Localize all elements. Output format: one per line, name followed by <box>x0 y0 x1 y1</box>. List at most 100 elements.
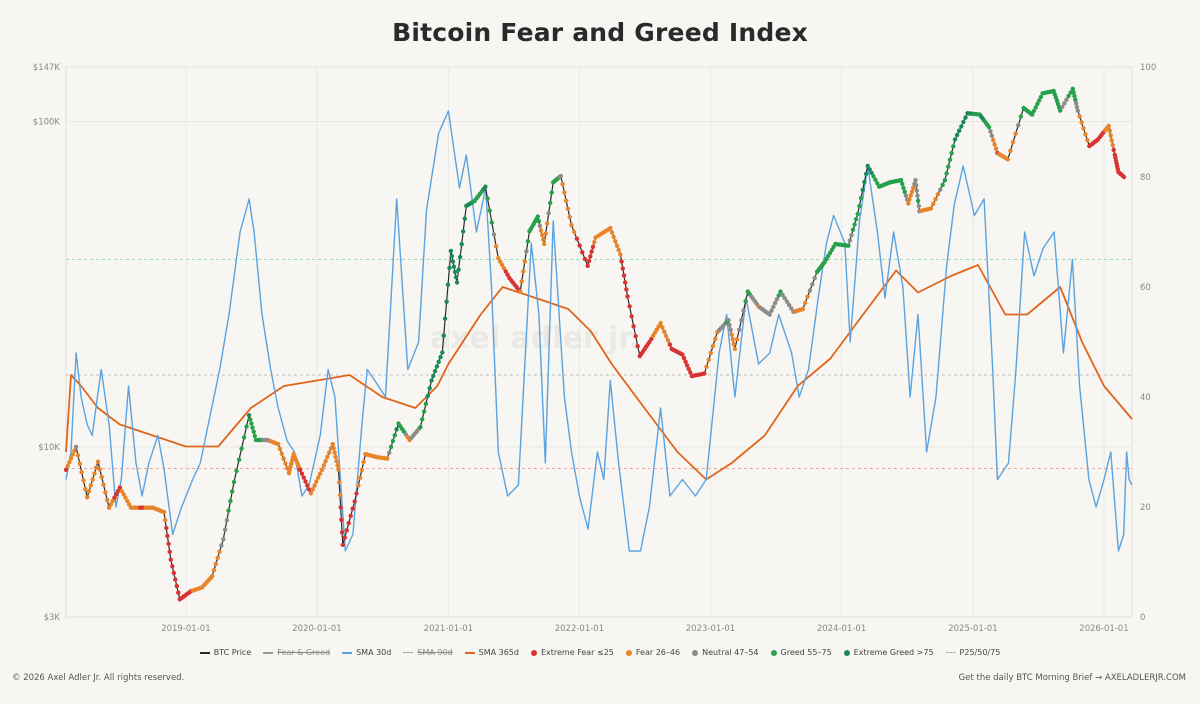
sentiment-point <box>618 252 623 257</box>
sentiment-point <box>421 409 427 414</box>
sentiment-point <box>461 229 466 234</box>
sentiment-point <box>1016 122 1021 128</box>
sentiment-point <box>713 336 718 342</box>
sentiment-point <box>706 357 711 362</box>
sentiment-point <box>115 488 121 494</box>
sentiment-point <box>317 471 323 476</box>
sentiment-point <box>350 506 355 511</box>
sentiment-point <box>574 236 580 241</box>
sentiment-point <box>299 471 305 476</box>
legend-item[interactable]: Extreme Fear ≤25 <box>530 648 614 657</box>
legend-swatch <box>770 649 777 656</box>
sentiment-point <box>686 366 691 372</box>
sentiment-point <box>614 243 620 248</box>
sentiment-point <box>903 193 909 198</box>
sentiment-point <box>387 450 392 455</box>
sentiment-point <box>81 478 86 483</box>
sentiment-point <box>456 267 461 272</box>
sma30-layer <box>65 110 1133 552</box>
sentiment-point <box>944 171 949 176</box>
sentiment-point <box>444 299 449 304</box>
sentiment-point <box>453 275 459 280</box>
sentiment-point <box>543 231 548 236</box>
legend-swatch <box>625 649 632 656</box>
sentiment-point <box>217 549 222 554</box>
sentiment-point <box>1079 120 1084 125</box>
legend-item[interactable]: Fear & Greed <box>263 648 330 657</box>
sentiment-point <box>337 480 342 485</box>
sentiment-point <box>112 495 117 500</box>
sentiment-point <box>451 264 457 269</box>
sentiment-point <box>959 124 964 129</box>
axis-layer: 2019-01-01 2020-01-01 2021-01-01 2022-01-01… <box>33 63 1156 634</box>
sentiment-point <box>348 513 353 518</box>
sentiment-point <box>251 429 256 434</box>
sentiment-point <box>803 300 808 306</box>
sma30-line <box>65 110 1133 552</box>
sentiment-point <box>909 189 915 194</box>
sentiment-point <box>586 258 592 264</box>
sentiment-point <box>250 425 255 430</box>
sentiment-point <box>865 163 870 169</box>
sentiment-point <box>63 467 69 472</box>
legend-item[interactable]: BTC Price <box>199 648 251 657</box>
sentiment-point <box>928 206 934 211</box>
sentiment-point <box>786 302 792 308</box>
legend-item[interactable]: P25/50/75 <box>945 648 1001 657</box>
y-right-tick-label: 80 <box>1140 173 1151 183</box>
sentiment-point <box>541 237 546 242</box>
sentiment-point <box>246 413 252 418</box>
footer-cta[interactable]: Get the daily BTC Morning Brief → AXELAD… <box>958 673 1186 683</box>
sentiment-point <box>572 229 577 235</box>
legend-swatch <box>945 652 956 653</box>
sentiment-point <box>535 214 540 219</box>
sentiment-point <box>457 254 463 260</box>
sentiment-point <box>688 370 693 375</box>
sentiment-point <box>708 350 713 356</box>
y-left-tick-label: $147K <box>33 63 61 73</box>
sentiment-point <box>445 282 451 287</box>
sentiment-point <box>418 424 423 430</box>
sentiment-point <box>569 223 574 228</box>
legend-item[interactable]: SMA 90d <box>403 648 453 657</box>
sentiment-point <box>900 181 905 187</box>
sentiment-point <box>952 137 958 142</box>
sentiment-point <box>1077 114 1082 119</box>
sentiment-point <box>1005 157 1010 162</box>
sentiment-point <box>623 280 628 285</box>
legend-item[interactable]: Extreme Greed >75 <box>843 648 934 657</box>
sentiment-point <box>392 433 397 438</box>
legend-item[interactable]: Fear 26–46 <box>625 648 680 657</box>
sentiment-point <box>728 327 733 332</box>
legend-item[interactable]: SMA 30d <box>342 648 391 657</box>
sentiment-point <box>613 239 618 244</box>
sentiment-point <box>1073 101 1079 106</box>
sentiment-point <box>234 468 239 474</box>
sentiment-point <box>901 185 906 191</box>
legend-item[interactable]: Greed 55–75 <box>770 648 832 657</box>
legend-swatch <box>692 649 699 656</box>
sentiment-point <box>1106 123 1111 128</box>
sentiment-point <box>548 200 553 206</box>
sentiment-point <box>988 129 993 134</box>
sentiment-point <box>1038 94 1044 100</box>
sentiment-point <box>1073 97 1078 102</box>
y-left-tick-label: $100K <box>33 117 61 127</box>
sentiment-point <box>505 272 510 277</box>
legend-label: P25/50/75 <box>959 648 1001 657</box>
legend-item[interactable]: SMA 365d <box>464 648 519 657</box>
sentiment-point <box>1035 101 1040 107</box>
sentiment-point <box>849 232 854 238</box>
sentiment-point <box>226 508 231 513</box>
sentiment-point <box>83 486 88 492</box>
sentiment-point <box>704 364 709 369</box>
sentiment-point <box>327 450 332 455</box>
legend-item[interactable]: Neutral 47–54 <box>692 648 759 657</box>
sentiment-point <box>77 461 83 466</box>
price-layer <box>63 86 1127 602</box>
sentiment-point <box>297 467 303 472</box>
sentiment-point <box>942 178 948 183</box>
footer-copyright: © 2026 Axel Adler Jr. All rights reserve… <box>12 673 185 683</box>
sentiment-point <box>1072 93 1077 99</box>
sentiment-point <box>871 174 876 179</box>
